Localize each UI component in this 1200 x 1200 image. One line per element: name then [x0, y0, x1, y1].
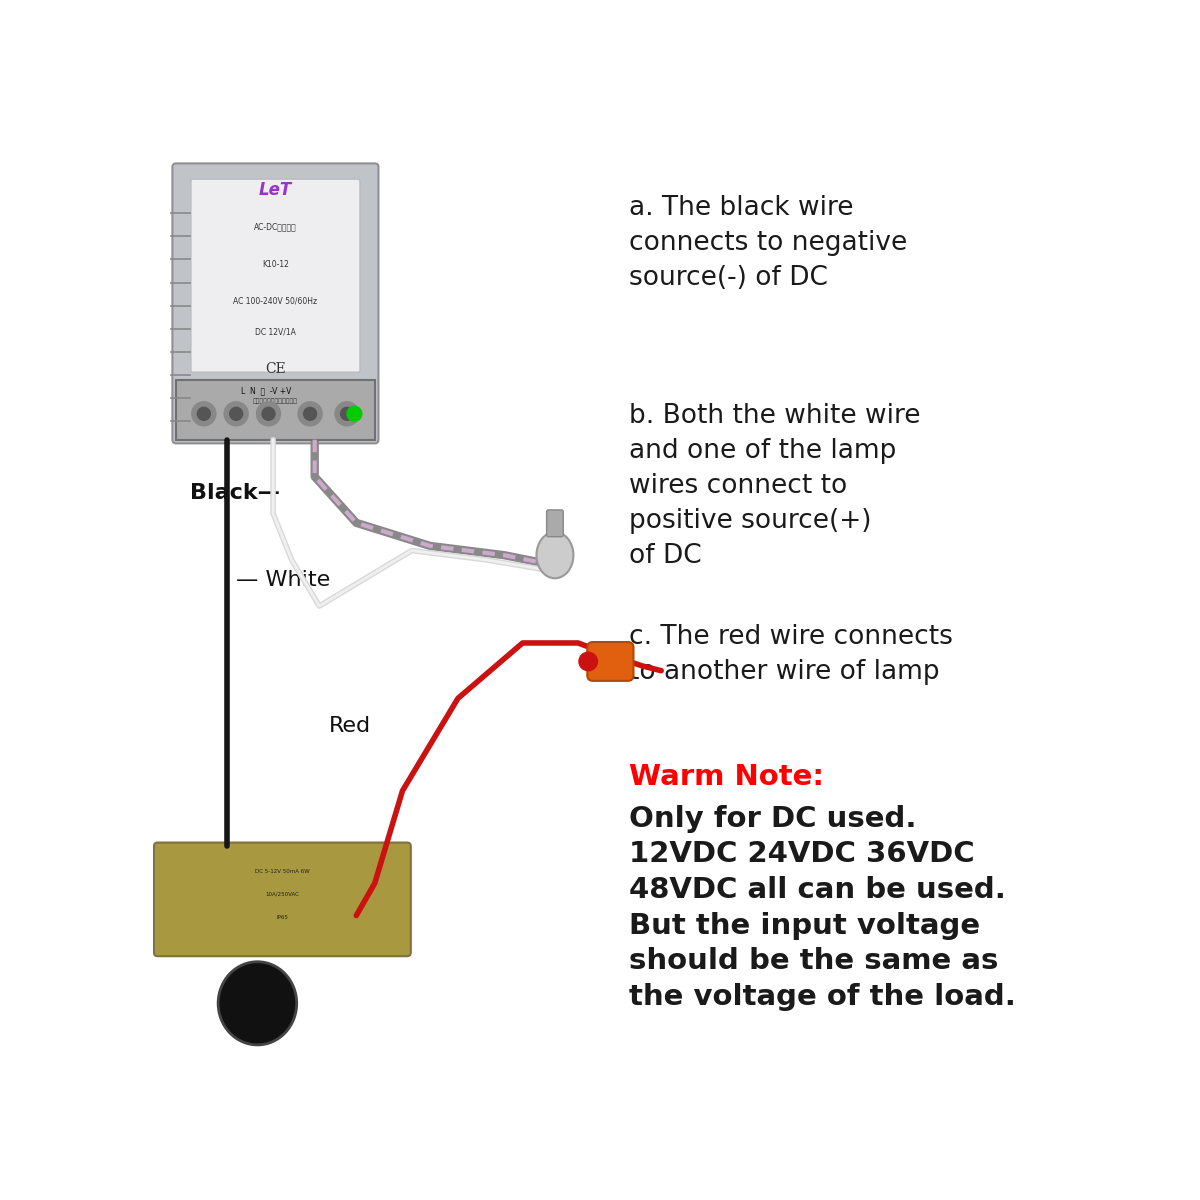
Text: AC-DC开关电源: AC-DC开关电源	[254, 223, 296, 232]
FancyBboxPatch shape	[547, 510, 563, 536]
Circle shape	[262, 407, 275, 420]
Text: Warm Note:: Warm Note:	[629, 763, 824, 791]
FancyBboxPatch shape	[191, 179, 360, 372]
Text: c. The red wire connects
to another wire of lamp: c. The red wire connects to another wire…	[629, 624, 953, 685]
Circle shape	[224, 402, 248, 426]
FancyBboxPatch shape	[154, 842, 410, 956]
Text: 厦门力通电源科技有限公司: 厦门力通电源科技有限公司	[253, 398, 298, 403]
Circle shape	[229, 407, 242, 420]
Circle shape	[578, 653, 598, 671]
Circle shape	[341, 407, 354, 420]
Text: AC 100-240V 50/60Hz: AC 100-240V 50/60Hz	[233, 296, 318, 306]
Circle shape	[304, 407, 317, 420]
Circle shape	[192, 402, 216, 426]
Text: LeT: LeT	[259, 181, 292, 199]
Text: Only for DC used.
12VDC 24VDC 36VDC
48VDC all can be used.
But the input voltage: Only for DC used. 12VDC 24VDC 36VDC 48VD…	[629, 805, 1015, 1012]
Text: K10-12: K10-12	[262, 259, 289, 269]
Text: L  N  ⏚  -V +V: L N ⏚ -V +V	[241, 386, 292, 395]
Ellipse shape	[536, 532, 574, 578]
Text: DC 12V/1A: DC 12V/1A	[254, 328, 296, 336]
Text: b. Both the white wire
and one of the lamp
wires connect to
positive source(+)
o: b. Both the white wire and one of the la…	[629, 403, 920, 569]
Circle shape	[335, 402, 359, 426]
Text: Black—: Black—	[190, 484, 280, 503]
Text: 10A/250VAC: 10A/250VAC	[265, 892, 299, 896]
Circle shape	[197, 407, 210, 420]
Circle shape	[347, 407, 362, 421]
Circle shape	[257, 402, 281, 426]
FancyBboxPatch shape	[176, 379, 374, 439]
Text: Red: Red	[329, 716, 371, 736]
Text: a. The black wire
connects to negative
source(-) of DC: a. The black wire connects to negative s…	[629, 194, 907, 290]
Text: — White: — White	[236, 570, 330, 590]
Text: CE: CE	[265, 361, 286, 376]
FancyBboxPatch shape	[587, 642, 634, 680]
Ellipse shape	[218, 961, 296, 1045]
Circle shape	[298, 402, 322, 426]
FancyBboxPatch shape	[173, 163, 378, 443]
Text: IP65: IP65	[276, 914, 288, 920]
Text: DC 5-12V 50mA 6W: DC 5-12V 50mA 6W	[254, 869, 310, 874]
